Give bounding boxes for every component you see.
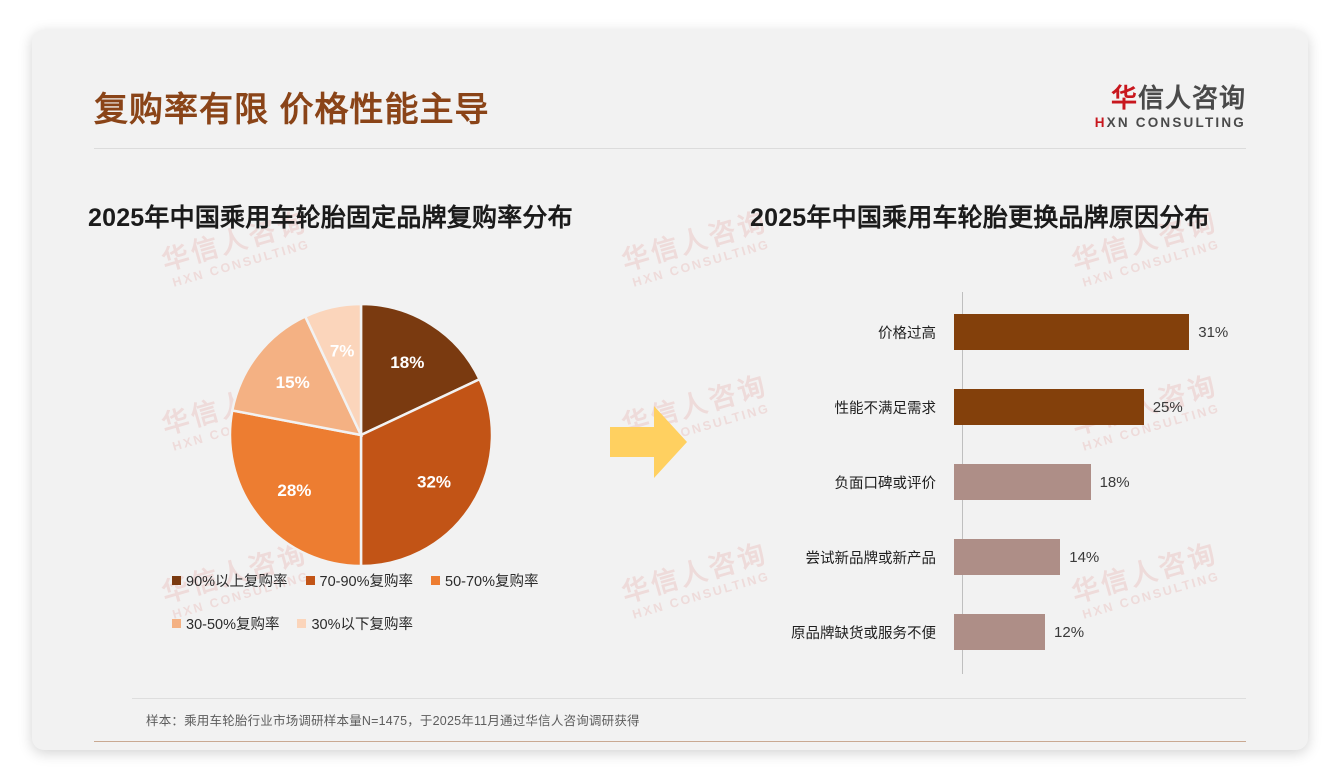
legend-label: 30-50%复购率 <box>186 617 280 633</box>
watermark-en: HXN CONSULTING <box>1080 237 1222 290</box>
logo-cn-accent: 华 <box>1110 83 1138 113</box>
pie-slice <box>303 302 363 436</box>
bar-track: 12% <box>954 614 1270 650</box>
page-title: 复购率有限 价格性能主导 <box>94 91 490 129</box>
bar-fill[interactable] <box>954 389 1144 425</box>
bar-track: 25% <box>954 389 1270 425</box>
logo-en-rest: XN CONSULTING <box>1106 114 1246 130</box>
pie-slice <box>359 377 494 568</box>
bar-row: 尝试新品牌或新产品 14% <box>750 539 1270 575</box>
arrow-right-icon <box>610 404 688 485</box>
watermark-cn: 华信人咨询 <box>618 206 772 277</box>
bar-fill[interactable] <box>954 314 1190 350</box>
pie-slice-label: 15% <box>276 373 310 392</box>
arrow-right-icon-svg <box>610 406 687 478</box>
footer-copyright: ©2026.1 HXR华信人咨询 <box>98 748 243 750</box>
legend-row: 30-50%复购率 30%以下复购率 <box>172 613 612 634</box>
watermark-en: HXN CONSULTING <box>630 237 772 290</box>
pie-slice-label: 7% <box>330 342 355 361</box>
pie-slice <box>230 314 364 437</box>
bar-fill[interactable] <box>954 464 1091 500</box>
pie-slice-label: 32% <box>417 472 451 491</box>
bar-value-label: 25% <box>1152 398 1183 416</box>
footnote-divider <box>132 698 1246 699</box>
bar-category-label: 负面口碑或评价 <box>834 475 937 492</box>
watermark-cn: 华信人咨询 <box>618 538 772 609</box>
legend-item[interactable]: 50-70%复购率 <box>431 570 539 591</box>
left-chart-title: 2025年中国乘用车轮胎固定品牌复购率分布 <box>88 204 573 232</box>
pie-slice-label: 28% <box>277 481 311 500</box>
bar-category-label: 原品牌缺货或服务不便 <box>791 625 936 642</box>
logo-en-text: HXN CONSULTING <box>1095 115 1246 130</box>
legend-swatch <box>431 576 441 585</box>
bar-category-label: 尝试新品牌或新产品 <box>805 550 937 567</box>
right-chart-title: 2025年中国乘用车轮胎更换品牌原因分布 <box>750 204 1210 232</box>
header-divider <box>94 148 1246 149</box>
logo-cn-rest: 信人咨询 <box>1137 83 1246 113</box>
bar-value-label: 12% <box>1054 623 1085 641</box>
pie-slice-label: 18% <box>390 353 424 372</box>
watermark-en: HXN CONSULTING <box>170 237 312 290</box>
pie-legend: 90%以上复购率 70-90%复购率 50-70%复购率 30-50%复购率 30%以… <box>172 570 612 656</box>
legend-swatch <box>172 619 181 628</box>
bar-track: 31% <box>954 314 1270 350</box>
bar-fill[interactable] <box>954 539 1061 575</box>
bar-row: 性能不满足需求 25% <box>750 389 1270 425</box>
bar-row: 负面口碑或评价 18% <box>750 464 1270 500</box>
logo-cn-text: 华信人咨询 <box>1095 84 1246 113</box>
bar-row: 原品牌缺货或服务不便 12% <box>750 614 1270 650</box>
brand-logo: 华信人咨询 HXN CONSULTING <box>1095 84 1246 130</box>
bar-fill[interactable] <box>954 614 1046 650</box>
legend-row: 90%以上复购率 70-90%复购率 50-70%复购率 <box>172 570 612 591</box>
pie-slice <box>359 302 482 437</box>
pie-chart-svg: 18% 32% 28% 15% 7% <box>228 302 494 568</box>
footnote-text: 样本：乘用车轮胎行业市场调研样本量N=1475，于2025年11月通过华信人咨询… <box>146 714 640 728</box>
legend-item[interactable]: 90%以上复购率 <box>172 570 288 591</box>
legend-swatch <box>172 576 181 585</box>
bar-row: 价格过高 31% <box>750 314 1270 350</box>
legend-label: 50-70%复购率 <box>445 574 539 590</box>
footer-divider <box>94 741 1246 742</box>
bar-category-label: 性能不满足需求 <box>834 400 937 417</box>
legend-label: 70-90%复购率 <box>319 574 414 590</box>
footer-website[interactable]: www.hxrcon.com <box>1148 749 1242 750</box>
pie-slice <box>228 408 363 568</box>
legend-label: 30%以下复购率 <box>311 617 414 633</box>
legend-label: 90%以上复购率 <box>186 574 288 590</box>
bar-category-label: 价格过高 <box>878 325 936 342</box>
legend-item[interactable]: 30-50%复购率 <box>172 613 279 634</box>
bar-value-label: 14% <box>1069 548 1100 566</box>
bar-value-label: 18% <box>1099 473 1130 491</box>
legend-item[interactable]: 70-90%复购率 <box>305 570 414 591</box>
slide-canvas: 华信人咨询 HXN CONSULTING 华信人咨询 HXN CONSULTIN… <box>32 30 1308 750</box>
logo-en-accent: H <box>1094 114 1107 130</box>
legend-swatch <box>297 619 307 628</box>
bar-value-label: 31% <box>1198 323 1229 341</box>
legend-item[interactable]: 30%以下复购率 <box>297 613 413 634</box>
bar-track: 14% <box>954 539 1270 575</box>
bar-chart: 价格过高 31% 性能不满足需求 25% 负面口碑或评价 18% 尝试新品牌或新产品 14% 原… <box>750 292 1270 674</box>
legend-swatch <box>305 576 315 585</box>
bar-track: 18% <box>954 464 1270 500</box>
pie-chart: 18% 32% 28% 15% 7% <box>228 302 494 568</box>
